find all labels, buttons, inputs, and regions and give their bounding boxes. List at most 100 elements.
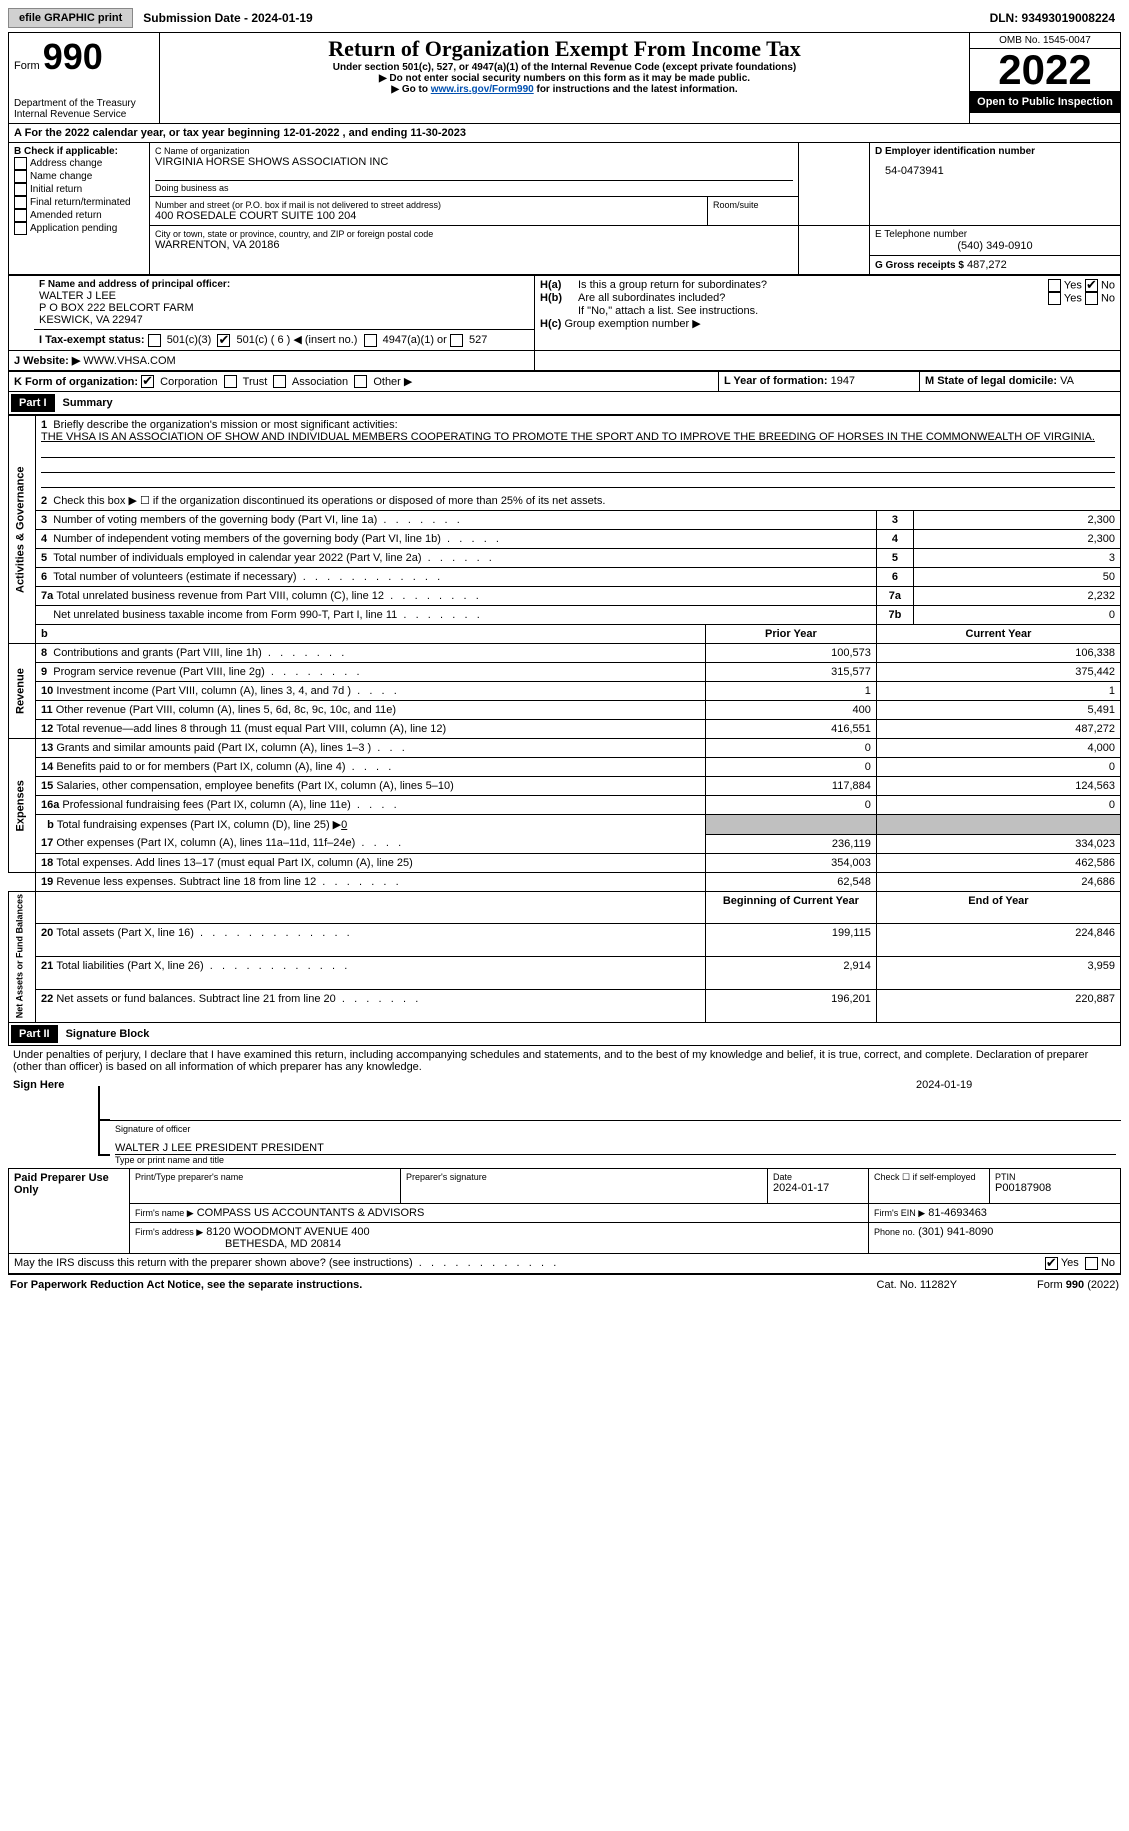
check-addr[interactable] (14, 157, 27, 170)
open-inspection: Open to Public Inspection (970, 91, 1120, 113)
c15: 124,563 (876, 777, 1120, 796)
l14-label: Benefits paid to or for members (Part IX… (56, 761, 345, 773)
check-amend[interactable] (14, 209, 27, 222)
side-activities: Activities & Governance (9, 416, 36, 644)
p19: 62,548 (705, 872, 876, 891)
dept-treasury: Department of the Treasury (14, 98, 154, 109)
i-4947-label: 4947(a)(1) or (383, 334, 447, 346)
officer-name: WALTER J LEE (39, 290, 529, 302)
i-527[interactable] (450, 334, 463, 347)
k-other-label: Other ▶ (373, 376, 412, 388)
i-501c[interactable] (217, 334, 230, 347)
form-header: Form 990 Department of the Treasury Inte… (8, 32, 1121, 124)
firm-name-label: Firm's name ▶ (135, 1208, 194, 1218)
footer-right: Form 990 (2022) (1037, 1279, 1119, 1291)
header-sub1: Under section 501(c), 527, or 4947(a)(1)… (165, 62, 964, 73)
firm-addr-label: Firm's address ▶ (135, 1227, 203, 1237)
top-bar: efile GRAPHIC print Submission Date - 20… (8, 8, 1121, 28)
perjury-text: Under penalties of perjury, I declare th… (8, 1046, 1121, 1076)
begin-year-header: Beginning of Current Year (705, 891, 876, 924)
city-value: WARRENTON, VA 20186 (155, 239, 793, 251)
ptin-label: PTIN (995, 1172, 1115, 1182)
prep-date-label: Date (773, 1172, 792, 1182)
p17: 236,119 (705, 834, 876, 853)
ein-value: 54-0473941 (875, 157, 1115, 177)
i-501c3-label: 501(c)(3) (167, 334, 212, 346)
k-assoc-label: Association (292, 376, 348, 388)
c8: 106,338 (876, 644, 1120, 663)
l19-label: Revenue less expenses. Subtract line 18 … (56, 876, 316, 888)
header-sub3: ▶ Go to www.irs.gov/Form990 for instruct… (165, 84, 964, 95)
i-501c3[interactable] (148, 334, 161, 347)
fhij-block: F Name and address of principal officer:… (8, 275, 1121, 371)
discuss-label: May the IRS discuss this return with the… (14, 1257, 413, 1270)
discuss-no[interactable] (1085, 1257, 1098, 1270)
ha-yes[interactable] (1048, 279, 1061, 292)
l16a-label: Professional fundraising fees (Part IX, … (62, 799, 350, 811)
p20: 199,115 (705, 924, 876, 957)
prep-name-label: Print/Type preparer's name (135, 1172, 395, 1182)
dba-label: Doing business as (155, 180, 793, 193)
box-d-label: D Employer identification number (875, 146, 1115, 157)
l11-label: Other revenue (Part VIII, column (A), li… (56, 704, 396, 716)
check-addr-label: Address change (30, 158, 102, 169)
check-app[interactable] (14, 222, 27, 235)
p9: 315,577 (705, 663, 876, 682)
line-a-text: For the 2022 calendar year, or tax year … (25, 127, 466, 139)
c19: 24,686 (876, 872, 1120, 891)
discuss-yes[interactable] (1045, 1257, 1058, 1270)
l22-label: Net assets or fund balances. Subtract li… (56, 993, 335, 1005)
prep-check: Check ☐ if self-employed (869, 1169, 990, 1204)
box-b: B Check if applicable: Address change Na… (9, 143, 150, 275)
discuss-no-label: No (1101, 1257, 1115, 1270)
check-final[interactable] (14, 196, 27, 209)
k-assoc[interactable] (273, 375, 286, 388)
firm-addr2: BETHESDA, MD 20814 (135, 1238, 341, 1250)
box-i-label: I Tax-exempt status: (39, 334, 145, 346)
k-trust[interactable] (224, 375, 237, 388)
p12: 416,551 (705, 720, 876, 739)
officer-addr2: KESWICK, VA 22947 (39, 314, 529, 326)
c17: 334,023 (876, 834, 1120, 853)
ha-yes-label: Yes (1064, 279, 1082, 291)
l7a-label: Total unrelated business revenue from Pa… (56, 590, 384, 602)
form-number: 990 (43, 36, 103, 77)
current-year-header: Current Year (876, 625, 1120, 644)
paid-preparer-label: Paid Preparer Use Only (9, 1169, 130, 1254)
sign-here-label: Sign Here (8, 1076, 98, 1169)
check-init[interactable] (14, 183, 27, 196)
i-4947[interactable] (364, 334, 377, 347)
hb-yes[interactable] (1048, 292, 1061, 305)
part1-label: Part I (11, 394, 55, 412)
preparer-block: Paid Preparer Use Only Print/Type prepar… (8, 1168, 1121, 1254)
part1-title: Summary (55, 397, 113, 409)
l12-label: Total revenue—add lines 8 through 11 (mu… (56, 723, 446, 735)
i-527-label: 527 (469, 334, 487, 346)
l20-label: Total assets (Part X, line 16) (56, 927, 194, 939)
sub3-pre: ▶ Go to (391, 84, 430, 95)
c10: 1 (876, 682, 1120, 701)
l7b-value: 0 (913, 606, 1120, 625)
summary-table: Activities & Governance 1 Briefly descri… (8, 415, 1121, 1023)
l5-value: 3 (913, 549, 1120, 568)
efile-button[interactable]: efile GRAPHIC print (8, 8, 133, 28)
hb-no[interactable] (1085, 292, 1098, 305)
irs-link[interactable]: www.irs.gov/Form990 (431, 84, 534, 95)
p13: 0 (705, 739, 876, 758)
check-name[interactable] (14, 170, 27, 183)
header-sub2: ▶ Do not enter social security numbers o… (165, 73, 964, 84)
hb-no-label: No (1101, 292, 1115, 304)
c13: 4,000 (876, 739, 1120, 758)
l3-label: Number of voting members of the governin… (53, 514, 377, 526)
k-other[interactable] (354, 375, 367, 388)
p11: 400 (705, 701, 876, 720)
l8-label: Contributions and grants (Part VIII, lin… (53, 647, 262, 659)
ha-no[interactable] (1085, 279, 1098, 292)
box-m-label: M State of legal domicile: (925, 375, 1057, 387)
c14: 0 (876, 758, 1120, 777)
typed-label: Type or print name and title (115, 1155, 1116, 1165)
h-b-note: If "No," attach a list. See instructions… (540, 305, 1115, 317)
k-corp[interactable] (141, 375, 154, 388)
l10-label: Investment income (Part VIII, column (A)… (56, 685, 351, 697)
l16b-value: 0 (341, 819, 347, 831)
